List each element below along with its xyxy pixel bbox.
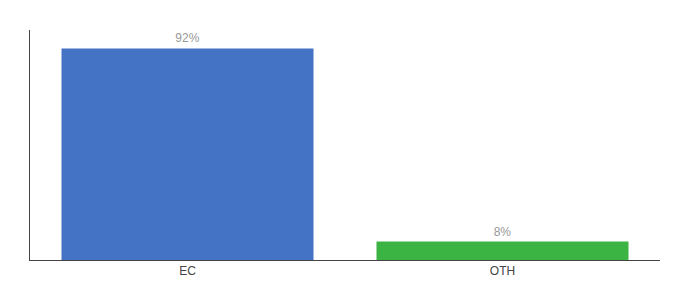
svg-text:EC: EC [179, 264, 196, 278]
svg-text:92%: 92% [175, 31, 199, 45]
svg-text:8%: 8% [494, 225, 512, 239]
svg-text:OTH: OTH [490, 264, 515, 278]
